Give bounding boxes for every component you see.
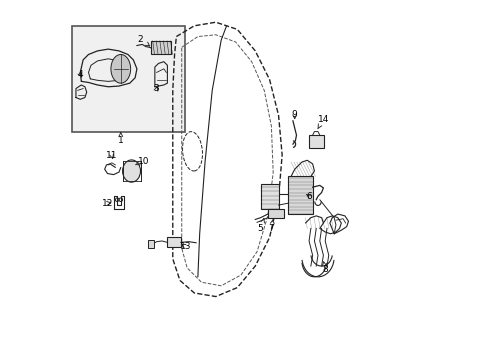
FancyBboxPatch shape — [147, 240, 154, 248]
FancyBboxPatch shape — [151, 41, 171, 54]
Text: 3: 3 — [153, 84, 159, 93]
FancyBboxPatch shape — [267, 209, 284, 218]
Text: 1: 1 — [118, 132, 123, 145]
Ellipse shape — [111, 54, 130, 83]
Text: 8: 8 — [322, 262, 327, 274]
Text: 12: 12 — [102, 199, 113, 208]
Ellipse shape — [122, 160, 140, 182]
Text: 6: 6 — [305, 192, 311, 201]
Text: 4: 4 — [77, 70, 83, 79]
FancyBboxPatch shape — [260, 184, 278, 209]
Text: 2: 2 — [138, 35, 149, 46]
Text: 14: 14 — [317, 114, 328, 129]
Text: 9: 9 — [291, 110, 297, 119]
Text: 11: 11 — [106, 151, 117, 160]
Text: 10: 10 — [135, 157, 149, 166]
FancyBboxPatch shape — [72, 26, 185, 132]
FancyBboxPatch shape — [167, 237, 181, 247]
Text: 5: 5 — [257, 218, 264, 233]
FancyBboxPatch shape — [287, 176, 312, 214]
FancyBboxPatch shape — [308, 135, 324, 148]
Text: 7: 7 — [268, 220, 274, 233]
Text: 13: 13 — [179, 242, 191, 251]
